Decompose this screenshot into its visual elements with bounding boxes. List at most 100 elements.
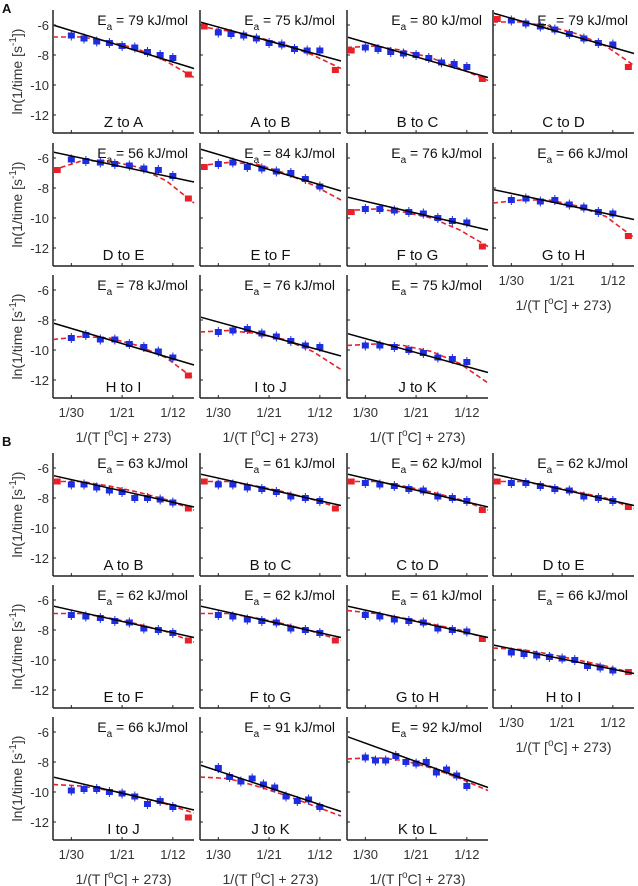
- y-tick-label: -10: [30, 521, 49, 536]
- x-tick-label: 1/30: [353, 847, 378, 862]
- y-tick-label: -10: [30, 785, 49, 800]
- activation-energy-label: Ea = 63 kJ/mol: [97, 455, 188, 476]
- arrhenius-fit-line: [348, 36, 489, 79]
- x-tick-label: 1/21: [549, 715, 574, 730]
- excluded-point: [184, 195, 192, 202]
- excluded-point: [478, 243, 486, 250]
- arrhenius-fit-line: [201, 148, 342, 192]
- x-tick-label: 1/30: [206, 405, 231, 420]
- transition-label: B to C: [397, 114, 439, 131]
- transition-label: H to I: [106, 379, 142, 396]
- transition-label: E to F: [250, 247, 290, 264]
- x-tick-label: 1/30: [499, 715, 524, 730]
- arrhenius-fit-line: [494, 12, 635, 55]
- transition-label: C to D: [542, 114, 585, 131]
- plot-area: [348, 196, 489, 250]
- arrhenius-fit-line: [201, 21, 342, 62]
- transition-label: B to C: [250, 557, 292, 574]
- subplot-b-3: Ea = 62 kJ/mol C to D: [346, 453, 489, 577]
- excluded-point: [494, 16, 501, 22]
- excluded-point: [478, 76, 486, 82]
- x-tick-label: 1/30: [59, 405, 84, 420]
- y-tick-label: -8: [37, 181, 49, 196]
- y-tick-label: -8: [37, 313, 49, 328]
- excluded-point: [478, 636, 486, 642]
- x-tick-label: 1/12: [307, 847, 332, 862]
- subplot-b-8: 1/30 1/21 1/12 1/(T [oC] + 273) Ea = 66 kJ/m…: [492, 585, 635, 755]
- subplot-b-5: -6 -8 -10 -12 Ea = 62 kJ/mol E to F: [30, 585, 195, 709]
- subplot-b-6: Ea = 62 kJ/mol F to G: [199, 585, 342, 709]
- model-curve: [348, 756, 489, 792]
- excluded-point: [54, 167, 61, 173]
- arrhenius-fit-line: [494, 188, 635, 221]
- plot-area: [348, 736, 489, 792]
- x-axis-title: 1/(T [oC] + 273): [223, 428, 319, 445]
- model-curve: [494, 21, 635, 67]
- excluded-point: [478, 507, 486, 513]
- activation-energy-label: Ea = 84 kJ/mol: [244, 145, 335, 166]
- plot-area: [54, 474, 195, 512]
- arrhenius-fit-line: [54, 24, 195, 70]
- arrhenius-fit-line: [494, 644, 635, 675]
- x-tick-label: 1/30: [59, 847, 84, 862]
- activation-energy-label: Ea = 91 kJ/mol: [244, 719, 335, 740]
- y-tick-label: -12: [30, 108, 49, 123]
- subplot-b-10: 1/30 1/21 1/12 1/(T [oC] + 273) Ea = 91 kJ/m…: [199, 717, 342, 886]
- transition-label: A to B: [103, 557, 143, 574]
- y-tick-label: -12: [30, 815, 49, 830]
- plot-area: [494, 12, 635, 70]
- plot-area: [201, 316, 342, 371]
- x-axis-title: 1/(T [oC] + 273): [370, 870, 466, 886]
- activation-energy-label: Ea = 76 kJ/mol: [391, 145, 482, 166]
- plot-area: [348, 36, 489, 82]
- activation-energy-label: Ea = 75 kJ/mol: [391, 277, 482, 298]
- activation-energy-label: Ea = 62 kJ/mol: [244, 587, 335, 608]
- x-axis-title: 1/(T [oC] + 273): [516, 296, 612, 313]
- excluded-point: [348, 209, 355, 215]
- excluded-point: [201, 164, 208, 170]
- x-tick-label: 1/12: [307, 405, 332, 420]
- y-tick-label: -8: [37, 755, 49, 770]
- subplot-b-2: Ea = 61 kJ/mol B to C: [199, 453, 342, 577]
- plot-area: [54, 776, 195, 821]
- activation-energy-label: Ea = 78 kJ/mol: [97, 277, 188, 298]
- arrhenius-fit-line: [348, 196, 489, 231]
- subplot-a-3: Ea = 80 kJ/mol B to C: [346, 10, 489, 134]
- subplot-b-1: -6 -8 -10 -12 Ea = 63 kJ/mol A to B: [30, 453, 195, 577]
- subplot-a-6: Ea = 84 kJ/mol E to F: [199, 143, 342, 267]
- subplot-b-9: -6 -8 -10 -12 1/30 1/21 1/12 1/(T [oC] + 273) Ea…: [30, 717, 195, 886]
- y-axis-title: ln(1/time [s-1]): [8, 294, 25, 380]
- excluded-point: [494, 478, 501, 485]
- subplot-b-11: 1/30 1/21 1/12 1/(T [oC] + 273) Ea = 92 kJ/m…: [346, 717, 489, 886]
- y-tick-label: -10: [30, 653, 49, 668]
- arrhenius-fit-line: [201, 473, 342, 507]
- transition-label: E to F: [103, 689, 143, 706]
- y-tick-label: -6: [37, 461, 49, 476]
- y-tick-label: -8: [37, 623, 49, 638]
- transition-label: F to G: [397, 247, 439, 264]
- arrhenius-fit-line: [54, 151, 195, 183]
- x-tick-label: 1/12: [160, 847, 185, 862]
- excluded-point: [331, 67, 339, 73]
- activation-energy-label: Ea = 75 kJ/mol: [244, 12, 335, 33]
- x-tick-label: 1/12: [600, 715, 625, 730]
- excluded-point: [624, 233, 632, 239]
- y-tick-label: -12: [30, 241, 49, 256]
- y-axis-title: ln(1/time [s-1]): [8, 736, 25, 822]
- activation-energy-label: Ea = 61 kJ/mol: [244, 455, 335, 476]
- arrhenius-fit-line: [494, 473, 635, 507]
- plot-area: [494, 188, 635, 239]
- transition-label: Z to A: [104, 114, 143, 131]
- arrhenius-fit-line: [54, 474, 195, 508]
- excluded-point: [184, 637, 192, 644]
- y-tick-label: -12: [30, 551, 49, 566]
- x-tick-label: 1/21: [549, 273, 574, 288]
- excluded-point: [184, 814, 192, 821]
- y-axis-title: ln(1/time [s-1]): [8, 162, 25, 248]
- plot-area: [348, 332, 489, 384]
- activation-energy-label: Ea = 56 kJ/mol: [97, 145, 188, 166]
- activation-energy-label: Ea = 61 kJ/mol: [391, 587, 482, 608]
- excluded-point: [331, 637, 339, 644]
- excluded-point: [331, 505, 339, 512]
